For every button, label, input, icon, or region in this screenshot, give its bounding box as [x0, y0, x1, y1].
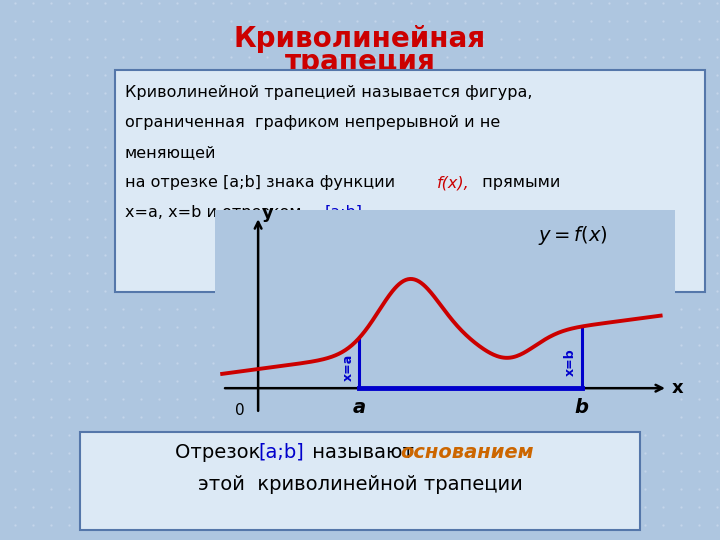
Bar [115, 70, 705, 292]
Text: b: b [575, 398, 588, 417]
Text: f(x),: f(x), [437, 175, 469, 190]
Text: основанием: основанием [400, 442, 534, 462]
Text: трапеция: трапеция [284, 48, 436, 76]
Text: a: a [352, 398, 365, 417]
Text: х=a, х=b и отрезком: х=a, х=b и отрезком [125, 205, 307, 220]
Text: y: y [261, 204, 274, 222]
Bar [80, 432, 640, 530]
Text: прямыми: прямыми [477, 175, 560, 190]
Text: этой  криволинейной трапеции: этой криволинейной трапеции [197, 476, 523, 495]
Text: x=b: x=b [564, 348, 577, 376]
Text: x: x [672, 379, 683, 397]
Text: ограниченная  графиком непрерывной и не: ограниченная графиком непрерывной и не [125, 115, 500, 130]
Text: [a;b]: [a;b] [258, 442, 304, 462]
Text: Криволинейной трапецией называется фигура,: Криволинейной трапецией называется фигур… [125, 85, 533, 100]
Text: Криволинейная: Криволинейная [234, 25, 486, 53]
Text: меняющей: меняющей [125, 145, 217, 160]
Text: [a;b].: [a;b]. [325, 205, 368, 220]
Text: называют: называют [306, 442, 420, 462]
Text: Отрезок: Отрезок [175, 442, 266, 462]
Text: на отрезке [a;b] знака функции: на отрезке [a;b] знака функции [125, 175, 400, 190]
Text: 0: 0 [235, 403, 245, 418]
Text: $y = f(x)$: $y = f(x)$ [539, 224, 608, 247]
Text: x=a: x=a [341, 354, 354, 381]
